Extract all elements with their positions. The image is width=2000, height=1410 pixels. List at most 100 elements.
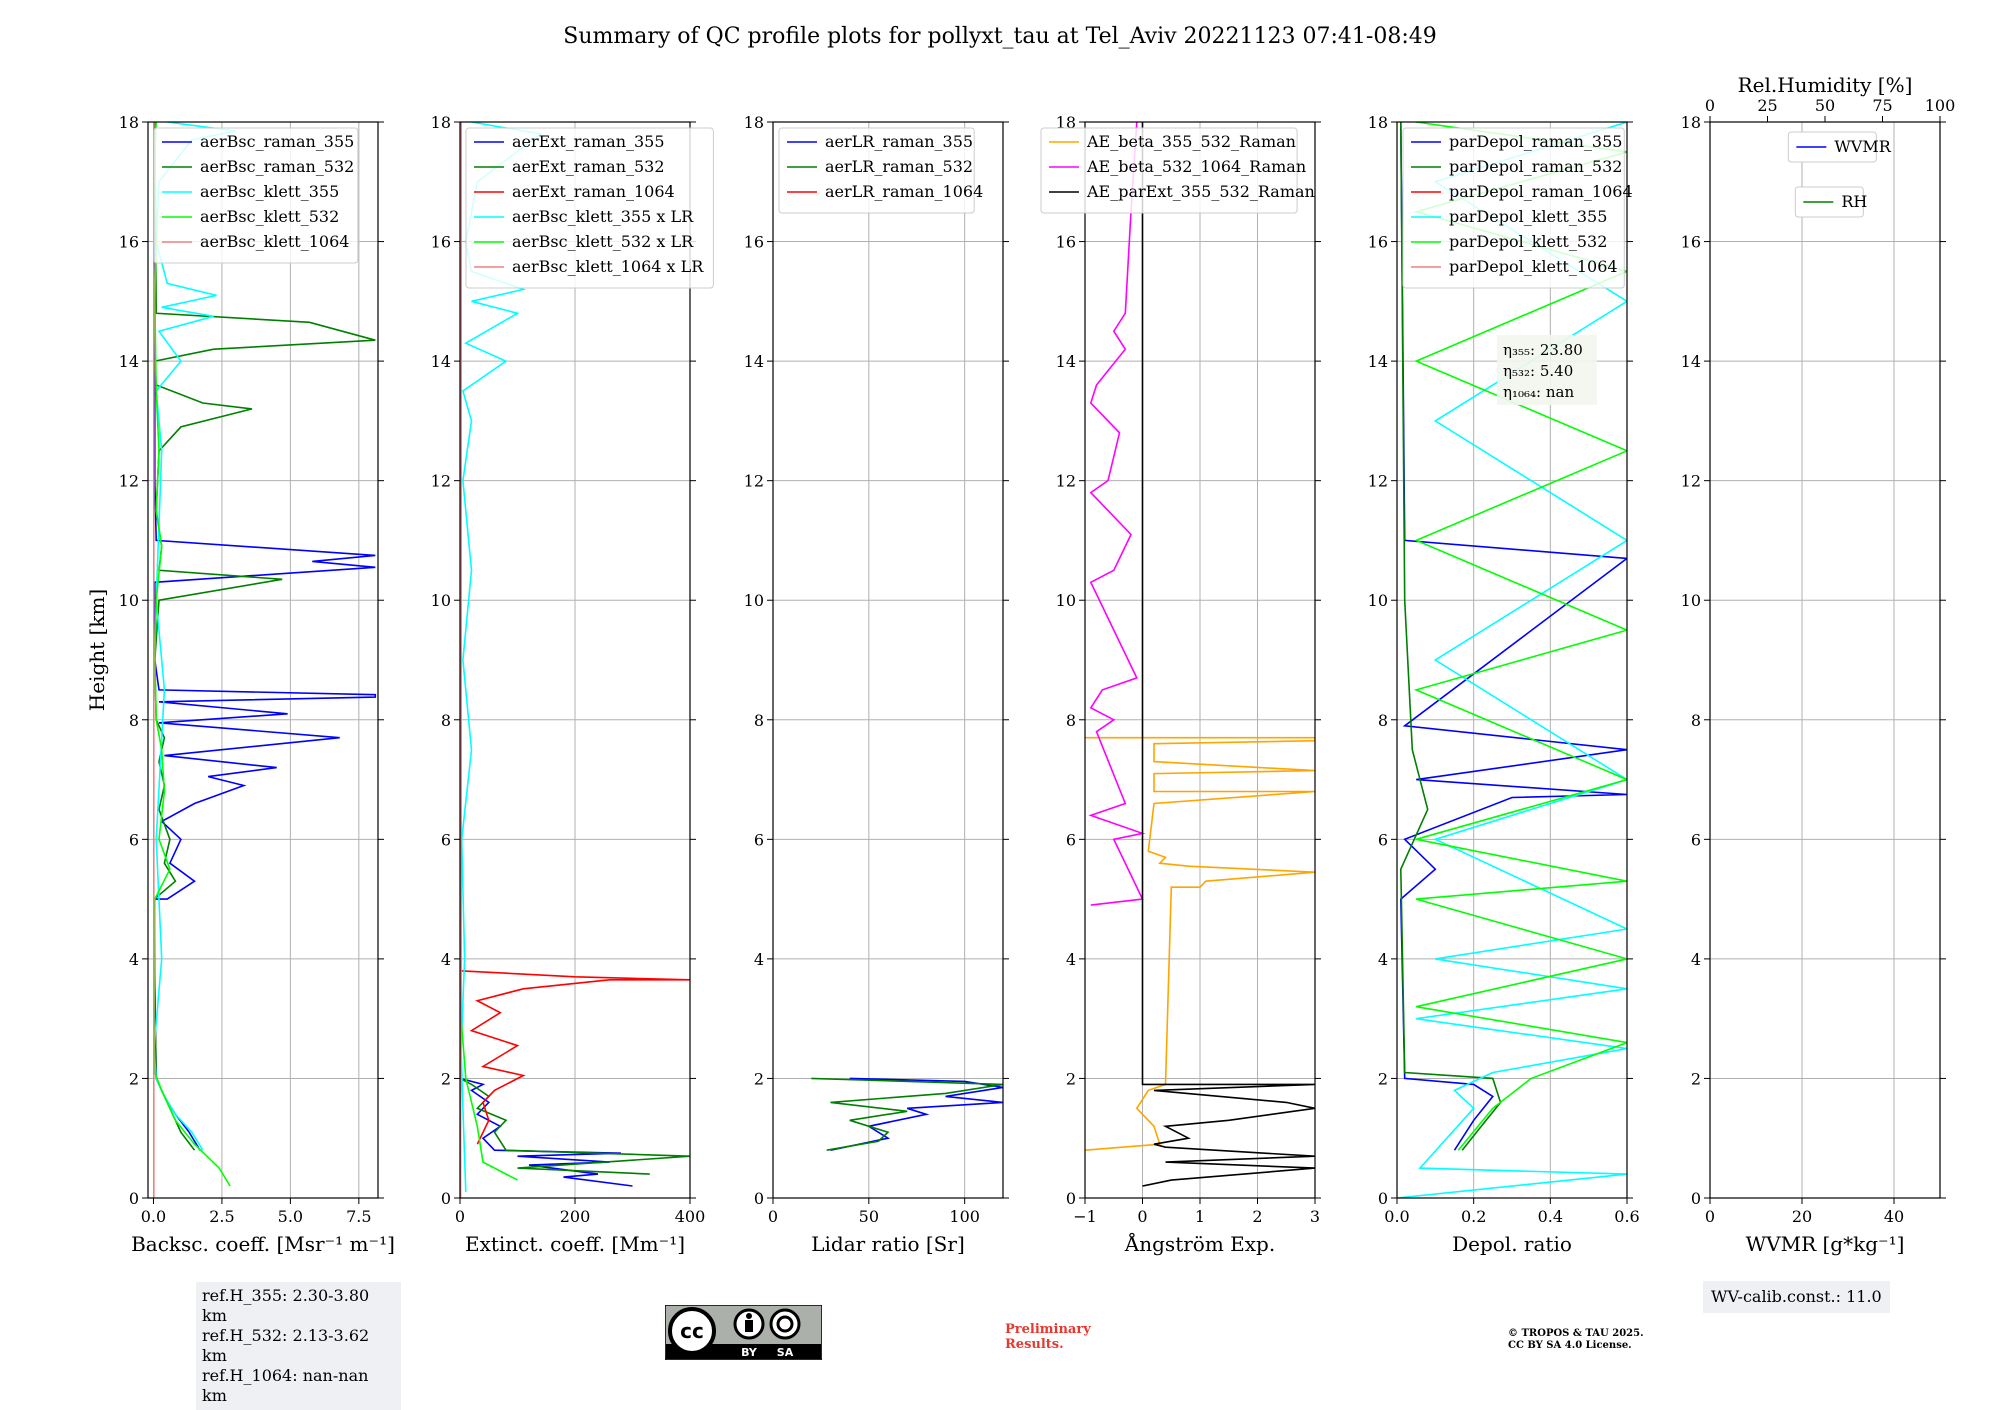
y-tick-label: 0 bbox=[754, 1189, 764, 1208]
x-tick-label: 400 bbox=[675, 1207, 706, 1226]
y-tick-label: 16 bbox=[1368, 233, 1388, 252]
top-x-tick-label: 0 bbox=[1705, 96, 1715, 115]
legend-label: aerExt_raman_355 bbox=[512, 132, 665, 151]
legend-label: aerBsc_klett_355 x LR bbox=[512, 207, 694, 226]
y-tick-label: 10 bbox=[119, 591, 139, 610]
ref-height-532: ref.H_532: 2.13-3.62 km bbox=[202, 1326, 370, 1365]
y-tick-label: 12 bbox=[119, 472, 139, 491]
top-axis-label: Rel.Humidity [%] bbox=[1738, 73, 1913, 97]
plot-frame bbox=[147, 121, 379, 1199]
top-x-tick-label: 50 bbox=[1815, 96, 1835, 115]
y-tick-label: 4 bbox=[1691, 950, 1701, 969]
y-tick-label: 16 bbox=[1681, 233, 1701, 252]
x-tick-label: 5.0 bbox=[278, 1207, 303, 1226]
legend-box bbox=[465, 127, 714, 289]
series-aerBsc_raman_355 bbox=[153, 122, 377, 1151]
x-tick-label: 0.4 bbox=[1538, 1207, 1563, 1226]
copyright-notice: © TROPOS & TAU 2025. CC BY SA 4.0 Licens… bbox=[1508, 1328, 1644, 1352]
eta-label: η₃₅₅: 23.80 bbox=[1503, 341, 1583, 359]
series-AE_beta_532_1064_Raman bbox=[1088, 122, 1146, 906]
panel-lidar_ratio: 0 50 100 Lidar ratio [Sr] 0 2 4 6 8 10 12 14 16 18 aer… bbox=[744, 113, 1009, 1256]
svg-text:cc: cc bbox=[680, 1319, 704, 1343]
legend-label: aerBsc_klett_1064 bbox=[200, 232, 349, 251]
x-tick-label: 7.5 bbox=[346, 1207, 371, 1226]
x-tick-label: 1 bbox=[1195, 1207, 1205, 1226]
legend-label: parDepol_raman_532 bbox=[1449, 157, 1622, 176]
series-aerBsc_raman_532 bbox=[153, 122, 376, 1151]
legend-label: aerExt_raman_1064 bbox=[512, 182, 675, 201]
preliminary-line-1: Preliminary bbox=[1005, 1322, 1091, 1337]
y-tick-label: 0 bbox=[441, 1189, 451, 1208]
y-tick-label: 4 bbox=[1378, 950, 1388, 969]
series-aerExt_raman_532 bbox=[460, 1077, 690, 1175]
x-axis-label: Lidar ratio [Sr] bbox=[811, 1232, 965, 1256]
y-tick-label: 16 bbox=[1056, 233, 1076, 252]
legend-label: parDepol_raman_355 bbox=[1449, 132, 1622, 151]
series-aerBsc_klett_532 bbox=[153, 122, 231, 1187]
legend-label: aerBsc_klett_1064 x LR bbox=[512, 257, 704, 276]
y-tick-label: 6 bbox=[1378, 830, 1388, 849]
y-tick-label: 10 bbox=[744, 591, 764, 610]
legend-label: AE_beta_532_1064_Raman bbox=[1086, 157, 1306, 176]
legend-label: aerLR_raman_1064 bbox=[825, 182, 983, 201]
eta-label: η₅₃₂: 5.40 bbox=[1503, 362, 1573, 380]
legend-label: aerLR_raman_355 bbox=[825, 132, 973, 151]
figure: Summary of QC profile plots for pollyxt_… bbox=[85, 24, 1956, 1256]
y-tick-label: 2 bbox=[754, 1069, 764, 1088]
legend-box bbox=[1787, 131, 1877, 163]
y-tick-label: 12 bbox=[1056, 472, 1076, 491]
x-tick-label: 0.0 bbox=[141, 1207, 166, 1226]
legend-label: AE_beta_355_532_Raman bbox=[1086, 132, 1296, 151]
x-tick-label: 20 bbox=[1792, 1207, 1812, 1226]
y-tick-label: 6 bbox=[1066, 830, 1076, 849]
sa-icon bbox=[769, 1308, 801, 1340]
top-x-tick-label: 75 bbox=[1872, 96, 1892, 115]
x-tick-label: 2.5 bbox=[209, 1207, 234, 1226]
y-tick-label: 2 bbox=[129, 1069, 139, 1088]
x-tick-label: 2 bbox=[1252, 1207, 1262, 1226]
legend-box bbox=[1402, 127, 1625, 289]
legend-label: aerLR_raman_532 bbox=[825, 157, 973, 176]
plot-frame bbox=[1396, 121, 1628, 1199]
y-tick-label: 4 bbox=[1066, 950, 1076, 969]
y-tick-label: 12 bbox=[1368, 472, 1388, 491]
x-axis-label: Backsc. coeff. [Msr⁻¹ m⁻¹] bbox=[131, 1232, 395, 1256]
eta-label: η₁₀₆₄: nan bbox=[1503, 383, 1574, 401]
y-tick-label: 14 bbox=[119, 352, 139, 371]
x-tick-label: 0 bbox=[1705, 1207, 1715, 1226]
x-tick-label: 0 bbox=[1137, 1207, 1147, 1226]
legend-label: parDepol_klett_1064 bbox=[1449, 257, 1618, 276]
y-tick-label: 0 bbox=[1378, 1189, 1388, 1208]
legend: aerLR_raman_355 aerLR_raman_532 aerLR_rama… bbox=[778, 127, 983, 214]
reference-height-box: ref.H_355: 2.30-3.80 km ref.H_532: 2.13-… bbox=[196, 1282, 401, 1410]
y-tick-label: 10 bbox=[431, 591, 451, 610]
y-tick-label: 18 bbox=[431, 113, 451, 132]
y-tick-label: 8 bbox=[129, 711, 139, 730]
y-tick-label: 8 bbox=[1066, 711, 1076, 730]
y-tick-label: 14 bbox=[1368, 352, 1388, 371]
x-tick-label: 0.2 bbox=[1461, 1207, 1486, 1226]
eta-box-bg bbox=[1497, 335, 1597, 405]
y-tick-label: 2 bbox=[1691, 1069, 1701, 1088]
series-parDepol_raman_532 bbox=[1399, 122, 1502, 1151]
legend-label: parDepol_raman_1064 bbox=[1449, 182, 1633, 201]
y-tick-label: 8 bbox=[1691, 711, 1701, 730]
y-tick-label: 0 bbox=[1691, 1189, 1701, 1208]
panel-backscatter: 0.0 2.5 5.0 7.5 Backsc. coeff. [Msr⁻¹ m⁻¹] 0 2… bbox=[119, 113, 395, 1256]
y-tick-label: 14 bbox=[744, 352, 764, 371]
series-aerBsc_klett_355 bbox=[153, 122, 236, 1151]
x-tick-label: 0 bbox=[455, 1207, 465, 1226]
preliminary-line-2: Results. bbox=[1005, 1337, 1064, 1352]
plot-frame bbox=[1709, 121, 1941, 1199]
x-axis-label: Depol. ratio bbox=[1452, 1232, 1572, 1256]
legend-label: aerBsc_klett_532 x LR bbox=[512, 232, 694, 251]
ref-height-1064: ref.H_1064: nan-nan km bbox=[202, 1366, 369, 1405]
y-tick-label: 18 bbox=[1368, 113, 1388, 132]
y-tick-label: 18 bbox=[744, 113, 764, 132]
y-tick-label: 6 bbox=[754, 830, 764, 849]
y-tick-label: 8 bbox=[754, 711, 764, 730]
legend-label: parDepol_klett_532 bbox=[1449, 232, 1607, 251]
legend-box bbox=[1040, 127, 1298, 214]
